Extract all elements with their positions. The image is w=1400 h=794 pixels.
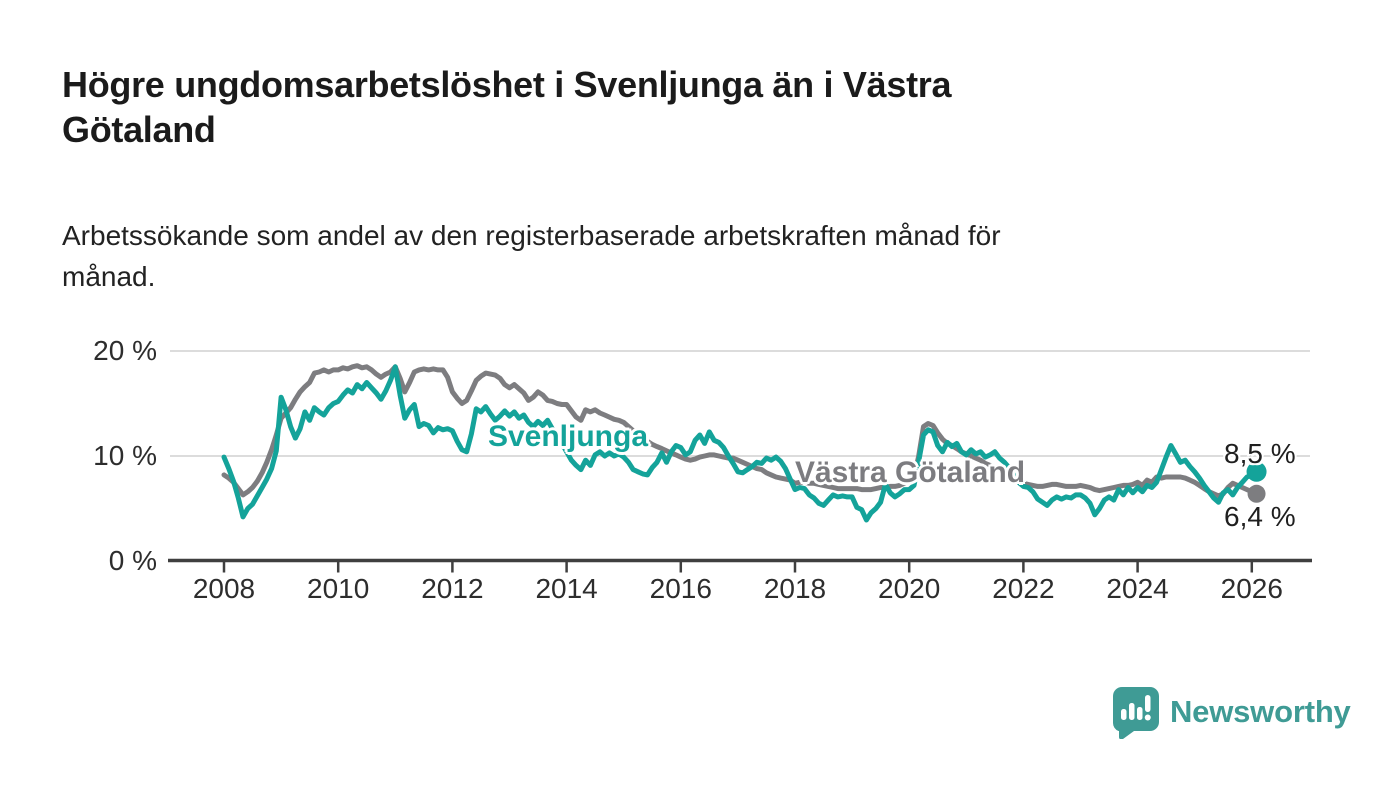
x-tick-label-2018: 2018	[763, 573, 827, 604]
x-tick-label-2020: 2020	[878, 573, 941, 604]
newsworthy-logo-icon	[1112, 686, 1159, 739]
x-tick-label-2014: 2014	[535, 573, 598, 604]
series-label-svenljunga: Svenljunga	[487, 420, 649, 453]
end-dot-svenljunga	[1246, 461, 1267, 482]
chart-subtitle: Arbetssökande som andel av den registerb…	[62, 215, 1322, 298]
x-tick-label-2026: 2026	[1220, 573, 1283, 604]
end-value-label-svenljunga: 8,5 %	[1224, 438, 1296, 469]
series-line-svenljunga	[221, 364, 1260, 523]
end-dot-vastra-gotaland	[1247, 484, 1266, 503]
x-tick-label-2008: 2008	[192, 573, 256, 604]
newsworthy-logo: Newsworthy	[1112, 684, 1351, 740]
y-tick-label-10: 10 %	[93, 440, 157, 471]
x-tick-label-2024: 2024	[1106, 573, 1169, 604]
chart-subtitle-line2: månad.	[62, 261, 156, 293]
chart-subtitle-line1: Arbetssökande som andel av den registerb…	[62, 220, 1001, 251]
y-tick-label-20: 20 %	[93, 335, 157, 366]
x-tick-label-2016: 2016	[649, 573, 712, 604]
brand-name: Newsworthy	[1170, 694, 1351, 729]
y-tick-label-0: 0 %	[108, 545, 157, 576]
series-label-vastra-gotaland: Västra Götaland	[794, 456, 1026, 489]
series-line-vastra-gotaland	[221, 363, 1260, 499]
chart-title-line2: Götaland	[62, 109, 216, 151]
chart-title: Högre ungdomsarbetslöshet i Svenljunga ä…	[62, 62, 1322, 153]
chart-title-line1: Högre ungdomsarbetslöshet i Svenljunga ä…	[62, 64, 952, 105]
x-tick-label-2010: 2010	[307, 573, 370, 604]
x-tick-label-2022: 2022	[992, 573, 1055, 604]
end-value-label-vastra-gotaland: 6,4 %	[1224, 501, 1296, 532]
x-tick-label-2012: 2012	[421, 573, 484, 604]
